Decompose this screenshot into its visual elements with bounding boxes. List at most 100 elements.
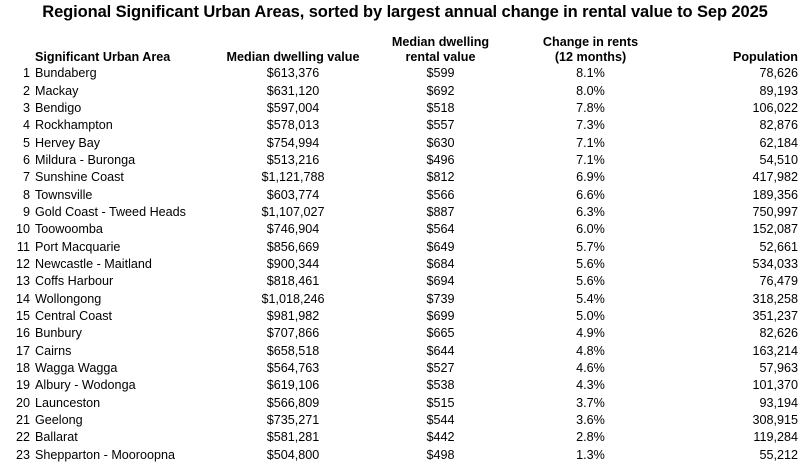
rent-change-cell: 5.7% bbox=[576, 239, 605, 254]
median-value-cell: $1,121,788 bbox=[261, 170, 325, 185]
median-value-cell: $619,106 bbox=[266, 378, 320, 393]
rental-value-cell: $498 bbox=[426, 447, 455, 462]
rent-change-cell: 6.3% bbox=[576, 204, 605, 219]
area-cell: Central Coast bbox=[35, 308, 112, 323]
population-cell: 163,214 bbox=[752, 343, 798, 358]
table-row: 21 Geelong $735,271 $544 3.6% 308,915 bbox=[0, 412, 810, 429]
table-row: 19 Albury - Wodonga $619,106 $538 4.3% 101,37… bbox=[0, 377, 810, 394]
rent-change-cell: 4.6% bbox=[576, 361, 605, 376]
rental-value-cell: $496 bbox=[426, 152, 455, 167]
rent-change-cell: 7.8% bbox=[576, 100, 605, 115]
rent-change-cell: 8.0% bbox=[576, 83, 605, 98]
rental-value-cell: $544 bbox=[426, 413, 455, 428]
median-value-cell: $754,994 bbox=[266, 135, 320, 150]
median-value-cell: $856,669 bbox=[266, 239, 320, 254]
rank-cell: 7 bbox=[22, 170, 30, 185]
table-row: 9 Gold Coast - Tweed Heads $1,107,027 $887 6… bbox=[0, 204, 810, 221]
rental-value-cell: $699 bbox=[426, 308, 455, 323]
median-value-cell: $735,271 bbox=[266, 413, 320, 428]
header-rent: Median dwelling rental value bbox=[368, 31, 513, 65]
median-value-cell: $1,018,246 bbox=[261, 291, 325, 306]
population-cell: 52,661 bbox=[759, 239, 798, 254]
rank-cell: 20 bbox=[15, 395, 30, 410]
rental-value-cell: $887 bbox=[426, 204, 455, 219]
area-cell: Toowoomba bbox=[35, 222, 103, 237]
area-cell: Bendigo bbox=[35, 100, 82, 115]
population-cell: 54,510 bbox=[759, 152, 798, 167]
rank-cell: 8 bbox=[22, 187, 30, 202]
area-cell: Townsville bbox=[35, 187, 93, 202]
rent-change-cell: 3.6% bbox=[576, 413, 605, 428]
header-rank bbox=[0, 31, 33, 65]
rental-value-cell: $692 bbox=[426, 83, 455, 98]
population-cell: 534,033 bbox=[752, 256, 798, 271]
table-row: 14 Wollongong $1,018,246 $739 5.4% 318,258 bbox=[0, 290, 810, 307]
rank-cell: 2 bbox=[22, 83, 30, 98]
rental-value-cell: $518 bbox=[426, 100, 455, 115]
table-row: 3 Bendigo $597,004 $518 7.8% 106,022 bbox=[0, 100, 810, 117]
rent-change-cell: 5.6% bbox=[576, 274, 605, 289]
rank-cell: 17 bbox=[15, 343, 30, 358]
area-cell: Bunbury bbox=[35, 326, 82, 341]
rent-change-cell: 3.7% bbox=[576, 395, 605, 410]
area-cell: Geelong bbox=[35, 413, 83, 428]
table-row: 13 Coffs Harbour $818,461 $694 5.6% 76,479 bbox=[0, 273, 810, 290]
area-cell: Cairns bbox=[35, 343, 72, 358]
rent-change-cell: 6.0% bbox=[576, 222, 605, 237]
table-row: 17 Cairns $658,518 $644 4.8% 163,214 bbox=[0, 343, 810, 360]
area-cell: Rockhampton bbox=[35, 118, 113, 133]
population-cell: 106,022 bbox=[752, 100, 798, 115]
median-value-cell: $658,518 bbox=[266, 343, 320, 358]
rank-cell: 5 bbox=[22, 135, 30, 150]
rank-cell: 14 bbox=[15, 291, 30, 306]
median-value-cell: $746,904 bbox=[266, 222, 320, 237]
rank-cell: 15 bbox=[15, 308, 30, 323]
rent-change-cell: 2.8% bbox=[576, 430, 605, 445]
rental-value-cell: $812 bbox=[426, 170, 455, 185]
population-cell: 89,193 bbox=[759, 83, 798, 98]
population-cell: 119,284 bbox=[753, 430, 798, 445]
median-value-cell: $818,461 bbox=[266, 274, 320, 289]
rank-cell: 19 bbox=[15, 378, 30, 393]
rental-value-cell: $630 bbox=[426, 135, 455, 150]
rent-change-cell: 7.1% bbox=[576, 152, 605, 167]
population-cell: 82,876 bbox=[759, 118, 798, 133]
rent-change-cell: 4.8% bbox=[576, 343, 605, 358]
population-cell: 78,626 bbox=[759, 66, 798, 81]
rental-value-cell: $557 bbox=[426, 118, 455, 133]
rent-change-cell: 6.9% bbox=[576, 170, 605, 185]
rank-cell: 11 bbox=[16, 239, 30, 254]
header-change: Change in rents (12 months) bbox=[513, 31, 668, 65]
population-cell: 101,370 bbox=[752, 378, 798, 393]
rental-value-cell: $739 bbox=[426, 291, 455, 306]
table-row: 22 Ballarat $581,281 $442 2.8% 119,284 bbox=[0, 429, 810, 446]
median-value-cell: $566,809 bbox=[266, 395, 320, 410]
header-population: Population bbox=[732, 50, 798, 64]
area-cell: Newcastle - Maitland bbox=[35, 256, 152, 271]
rent-change-cell: 4.3% bbox=[576, 378, 605, 393]
table-row: 20 Launceston $566,809 $515 3.7% 93,194 bbox=[0, 395, 810, 412]
table-row: 11 Port Macquarie $856,669 $649 5.7% 52,661 bbox=[0, 238, 810, 255]
rental-value-cell: $564 bbox=[426, 222, 455, 237]
rank-cell: 3 bbox=[22, 100, 30, 115]
table-row: 16 Bunbury $707,866 $665 4.9% 82,626 bbox=[0, 325, 810, 342]
rank-cell: 16 bbox=[15, 326, 30, 341]
rent-change-cell: 7.3% bbox=[576, 118, 605, 133]
header-change-line1: Change in rents bbox=[542, 35, 639, 49]
rental-value-cell: $527 bbox=[426, 361, 455, 376]
rental-value-cell: $649 bbox=[426, 239, 455, 254]
rent-change-cell: 6.6% bbox=[576, 187, 605, 202]
table-row: 12 Newcastle - Maitland $900,344 $684 5.6% 53… bbox=[0, 256, 810, 273]
median-value-cell: $900,344 bbox=[266, 256, 320, 271]
median-value-cell: $981,982 bbox=[266, 308, 320, 323]
median-value-cell: $631,120 bbox=[266, 83, 320, 98]
rank-cell: 10 bbox=[15, 222, 30, 237]
rental-value-cell: $515 bbox=[426, 395, 455, 410]
rental-value-cell: $442 bbox=[426, 430, 455, 445]
table-row: 18 Wagga Wagga $564,763 $527 4.6% 57,963 bbox=[0, 360, 810, 377]
rank-cell: 6 bbox=[22, 152, 30, 167]
rental-value-cell: $599 bbox=[426, 66, 455, 81]
rent-change-cell: 8.1% bbox=[576, 66, 605, 81]
table-row: 4 Rockhampton $578,013 $557 7.3% 82,876 bbox=[0, 117, 810, 134]
population-cell: 93,194 bbox=[759, 395, 798, 410]
